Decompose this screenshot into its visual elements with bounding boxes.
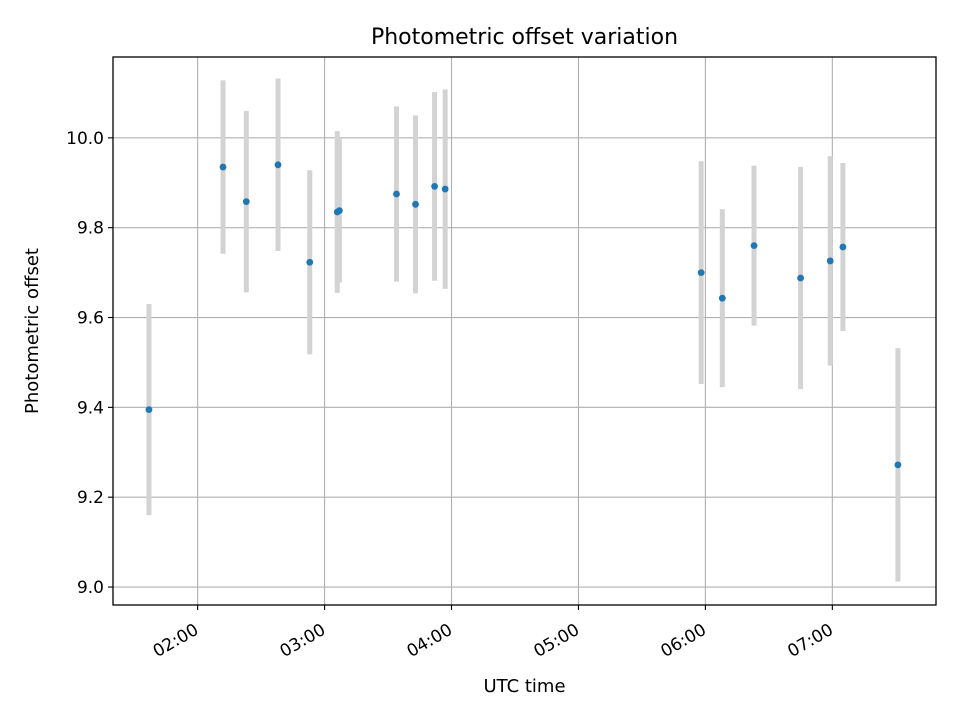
data-point <box>306 258 314 266</box>
y-axis-label: Photometric offset <box>22 248 43 414</box>
data-point <box>335 207 343 215</box>
data-point <box>145 406 153 414</box>
chart-title: Photometric offset variation <box>371 25 678 50</box>
data-point <box>441 185 449 193</box>
y-tick-label: 9.0 <box>77 578 104 598</box>
data-point <box>750 242 758 250</box>
data-point <box>274 161 282 169</box>
y-tick-label: 9.2 <box>77 488 104 508</box>
data-point <box>826 257 834 265</box>
data-point <box>219 163 227 171</box>
data-point <box>894 461 902 469</box>
x-axis-label: UTC time <box>483 676 565 697</box>
y-tick-label: 9.8 <box>77 219 104 239</box>
data-point <box>412 200 419 208</box>
y-axis-ticks: 9.0 9.2 9.4 9.6 9.8 10.0 <box>66 129 113 598</box>
data-point <box>697 269 705 277</box>
data-point <box>718 294 726 302</box>
data-points <box>145 161 902 469</box>
data-point <box>431 182 438 190</box>
data-point <box>393 190 400 198</box>
y-tick-label: 9.4 <box>77 398 104 418</box>
data-point <box>839 243 847 251</box>
data-point <box>242 198 250 206</box>
data-point <box>797 274 804 282</box>
y-tick-label: 10.0 <box>66 129 104 149</box>
plot-area-frame <box>112 56 937 606</box>
y-tick-label: 9.6 <box>77 309 104 329</box>
